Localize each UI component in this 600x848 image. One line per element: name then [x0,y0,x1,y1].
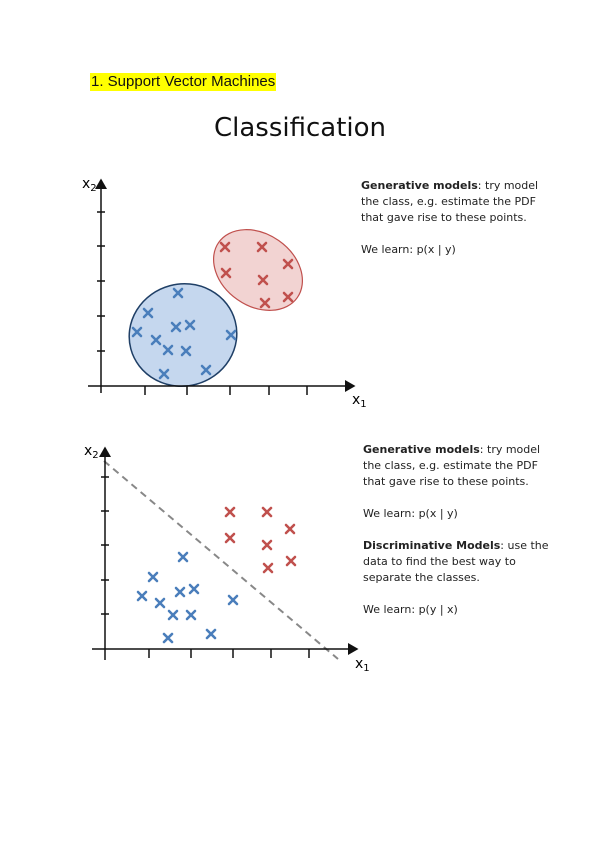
section-heading: 1. Support Vector Machines [90,73,277,91]
y-axis-label: x2 [84,443,99,461]
slide-title: Classification [213,113,387,143]
blue-point [150,334,162,346]
blue-point [200,364,212,376]
x-axis-label: x1 [355,656,370,674]
blue-point [180,345,192,357]
generative-term: Generative models [361,179,478,192]
discriminative-diagram: x2 x1 [84,443,370,674]
generative-description: Generative models: try model the class, … [361,178,551,274]
blue-point [225,329,237,341]
blue-point [167,609,179,621]
blue-point [147,571,159,583]
discriminative-text: : use the data to find the best way to s… [363,539,549,584]
blue-point [177,551,189,563]
learn-discriminative-text: We learn: p(y | x) [363,603,458,616]
generative-term: Generative models [363,443,480,456]
blue-point [136,590,148,602]
blue-point [142,307,154,319]
red-point [224,506,236,518]
red-point [219,241,231,253]
red-point [224,532,236,544]
blue-point [162,344,174,356]
learn-generative-text: We learn: p(x | y) [363,507,458,520]
red-point [259,297,271,309]
decision-boundary [103,460,339,660]
generative-text: : try model the class, e.g. estimate the… [363,443,541,488]
blue-point [174,586,186,598]
learn-text: We learn: p(x | y) [361,243,456,256]
blue-point [158,368,170,380]
generative-text: : try model the class, e.g. estimate the… [361,179,539,224]
red-point [261,506,273,518]
red-point [285,555,297,567]
generative-diagram: x2 x1 [82,176,367,410]
y-axis-label: x2 [82,176,97,194]
blue-point [188,583,200,595]
red-point [261,539,273,551]
red-point [257,274,269,286]
red-class-ellipse [212,229,304,311]
blue-point [227,594,239,606]
red-point [282,258,294,270]
blue-point [154,597,166,609]
red-point [262,562,274,574]
red-point [256,241,268,253]
blue-point [185,609,197,621]
blue-class-ellipse [128,283,238,387]
blue-point [170,321,182,333]
blue-point [205,628,217,640]
blue-point [172,287,184,299]
blue-point [131,326,143,338]
red-point [284,523,296,535]
discriminative-term: Discriminative Models [363,539,501,552]
blue-point [162,632,174,644]
comparison-description: Generative models: try model the class, … [363,442,553,634]
red-point [282,291,294,303]
blue-point [184,319,196,331]
x-axis-label: x1 [352,392,367,410]
red-point [220,267,232,279]
